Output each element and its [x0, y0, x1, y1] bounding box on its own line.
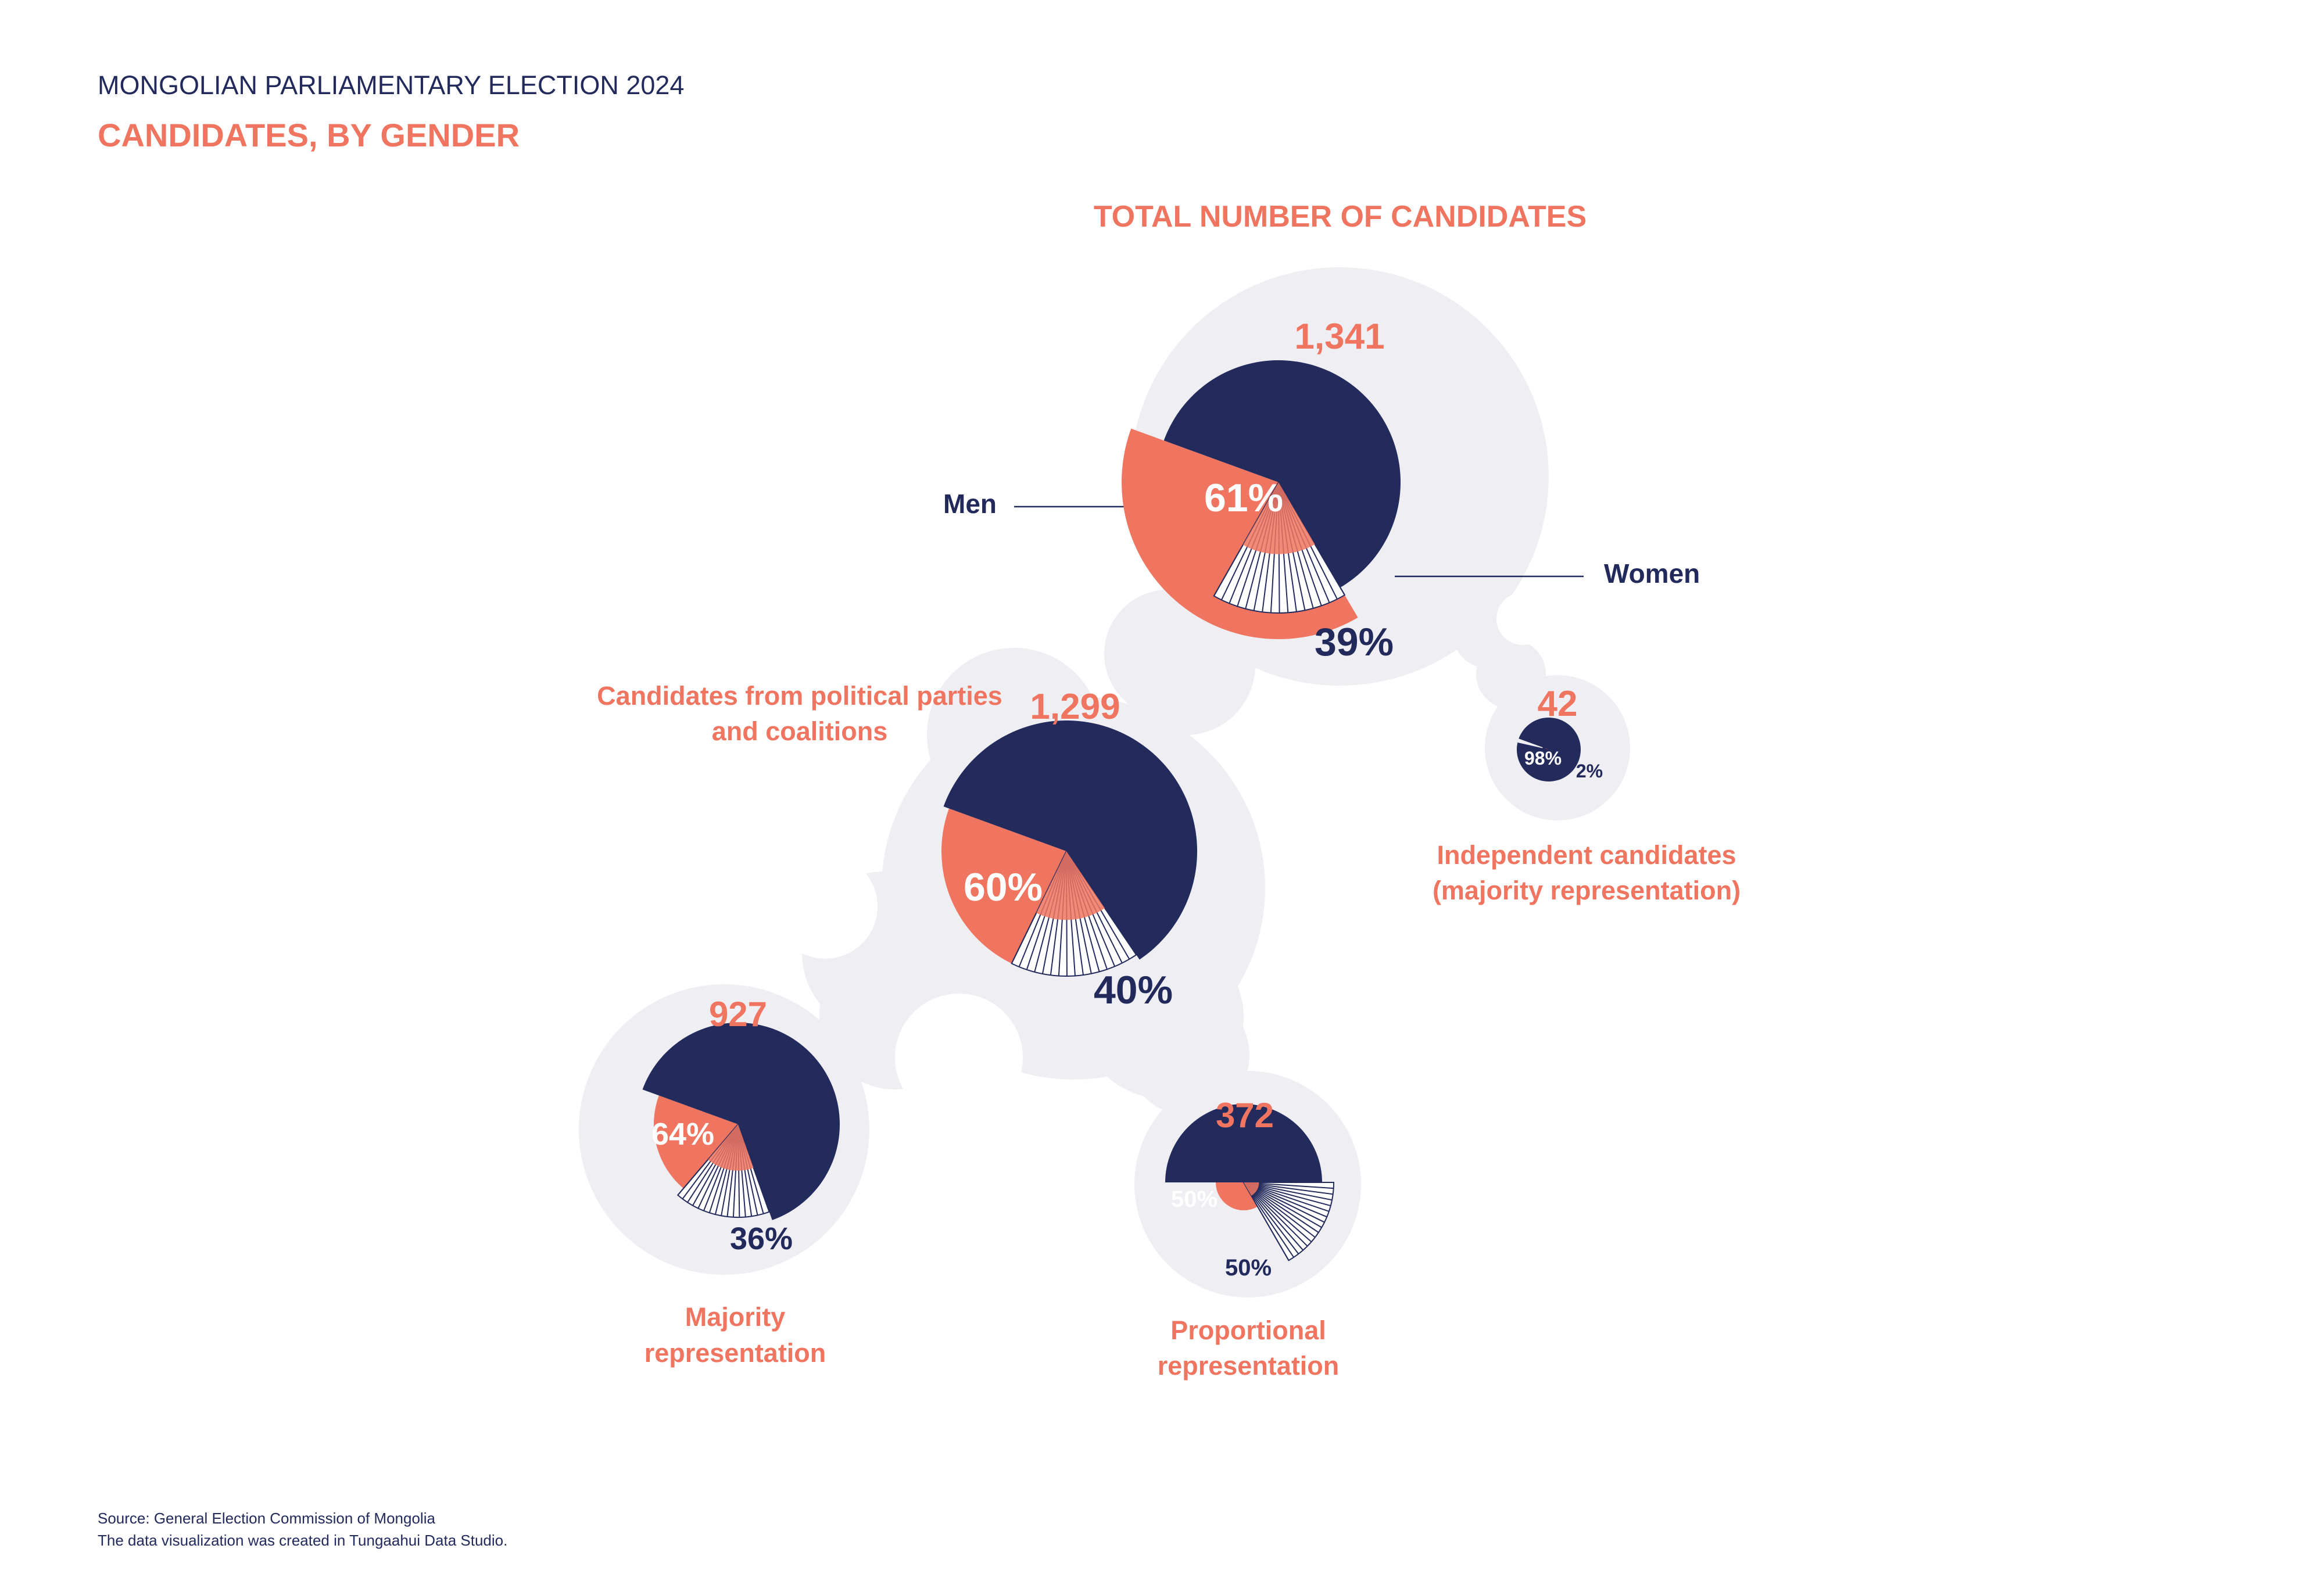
legend-women-label: Women [1604, 558, 1700, 589]
women-fan-majority [676, 1123, 770, 1218]
total-parties: 1,299 [1030, 687, 1120, 727]
women-fan-proportional [1242, 1182, 1335, 1261]
women-fan-inner [1036, 851, 1105, 920]
women-fan-inner [708, 1124, 754, 1171]
source-line-1: Source: General Election Commission of M… [98, 1510, 435, 1527]
women-fan-total [1213, 481, 1346, 614]
bubble-cutout [1496, 593, 1549, 645]
total-independent: 42 [1538, 684, 1578, 724]
women-fan-line [1278, 482, 1345, 596]
pct-men-total: 61% [1204, 476, 1283, 520]
source-line-2: The data visualization was created in Tu… [98, 1532, 507, 1549]
pie-proportional: 372 50% 50% [1165, 1096, 1335, 1281]
pct-men-parties: 60% [964, 865, 1043, 909]
women-fan-inner [1242, 482, 1315, 554]
total-majority: 927 [709, 995, 767, 1034]
women-fan-independent [1542, 747, 1549, 750]
bubble-cutout [895, 994, 1023, 1121]
group-label-proportional-line2: representation [1158, 1351, 1340, 1381]
group-label-independent-line1: Independent candidates [1437, 840, 1736, 870]
pie-charts: 1,341 61% 39% 1,299 60% 40% 42 98% 2% 927 64% 36% 37… [642, 317, 1603, 1281]
women-fan-parties [1011, 850, 1137, 977]
women-fan-inner [1244, 1182, 1259, 1196]
bubble-cutout [773, 854, 878, 959]
total-total: 1,341 [1294, 317, 1384, 357]
pct-men-proportional: 50% [1171, 1186, 1217, 1212]
women-fan-inner [1545, 748, 1549, 750]
pct-women-proportional: 50% [1225, 1255, 1272, 1281]
pct-men-independent: 98% [1524, 748, 1562, 769]
group-label-majority-line1: Majority [685, 1302, 786, 1332]
bubble-cutout [1255, 718, 1366, 828]
pct-men-majority: 64% [651, 1117, 714, 1152]
chart-title: CANDIDATES, BY GENDER [98, 117, 520, 153]
pie-independent: 42 98% 2% [1516, 684, 1603, 782]
slice-men-majority [642, 1023, 840, 1220]
slice-men-total [1163, 360, 1401, 588]
chart-supertitle: MONGOLIAN PARLIAMENTARY ELECTION 2024 [98, 70, 684, 100]
pie-total: 1,341 61% 39% [1122, 317, 1401, 664]
legend-men-label: Men [943, 489, 997, 519]
group-label-parties-line2: and coalitions [712, 716, 888, 746]
section-title: TOTAL NUMBER OF CANDIDATES [1094, 200, 1587, 234]
group-label-parties-line1: Candidates from political parties [597, 681, 1002, 711]
pct-women-majority: 36% [730, 1221, 793, 1256]
pct-women-total: 39% [1315, 620, 1394, 664]
pct-women-parties: 40% [1094, 968, 1173, 1012]
pie-parties: 1,299 60% 40% [941, 687, 1197, 1012]
pie-majority: 927 64% 36% [642, 995, 840, 1256]
pct-women-independent: 2% [1576, 761, 1603, 781]
slice-men-parties [943, 720, 1197, 960]
group-label-majority-line2: representation [644, 1338, 826, 1368]
legend: Men Women [943, 489, 1700, 589]
slice-men-proportional [1165, 1104, 1322, 1182]
total-proportional: 372 [1216, 1096, 1274, 1135]
group-label-proportional-line1: Proportional [1170, 1315, 1326, 1345]
women-fan-line [1066, 851, 1137, 955]
group-label-independent-line2: (majority representation) [1433, 876, 1741, 905]
